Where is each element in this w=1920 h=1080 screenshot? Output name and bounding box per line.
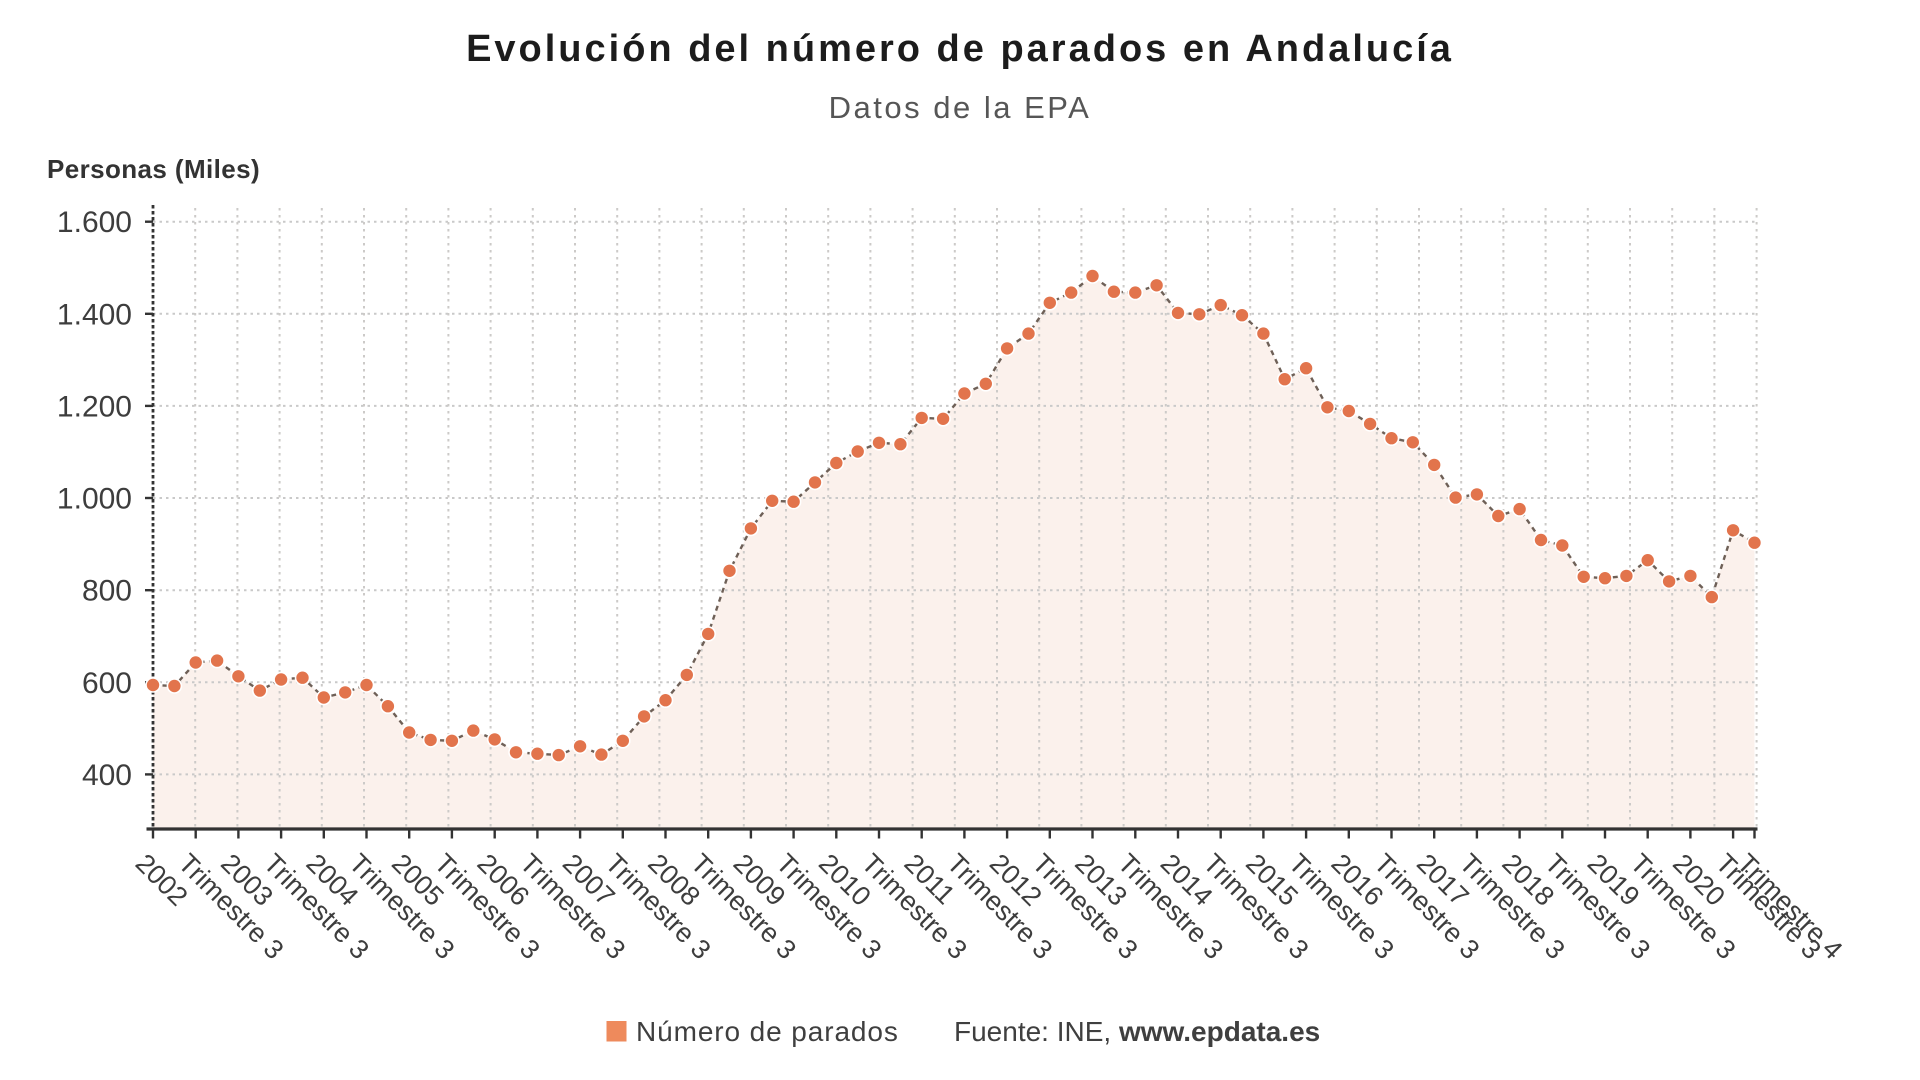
svg-text:1.600: 1.600 xyxy=(57,206,132,239)
svg-text:600: 600 xyxy=(82,667,132,700)
svg-text:Datos de la EPA: Datos de la EPA xyxy=(829,90,1092,125)
svg-text:Evolución del número de parado: Evolución del número de parados en Andal… xyxy=(466,28,1454,70)
svg-text:Personas (Miles): Personas (Miles) xyxy=(47,154,260,184)
svg-text:1.200: 1.200 xyxy=(57,390,132,423)
svg-text:1.000: 1.000 xyxy=(57,483,132,516)
svg-text:1.400: 1.400 xyxy=(57,298,132,331)
svg-text:Número de parados: Número de parados xyxy=(636,1016,899,1047)
svg-text:400: 400 xyxy=(82,759,132,792)
svg-text:800: 800 xyxy=(82,575,132,608)
svg-text:Fuente: INE, www.epdata.es: Fuente: INE, www.epdata.es xyxy=(954,1016,1320,1047)
